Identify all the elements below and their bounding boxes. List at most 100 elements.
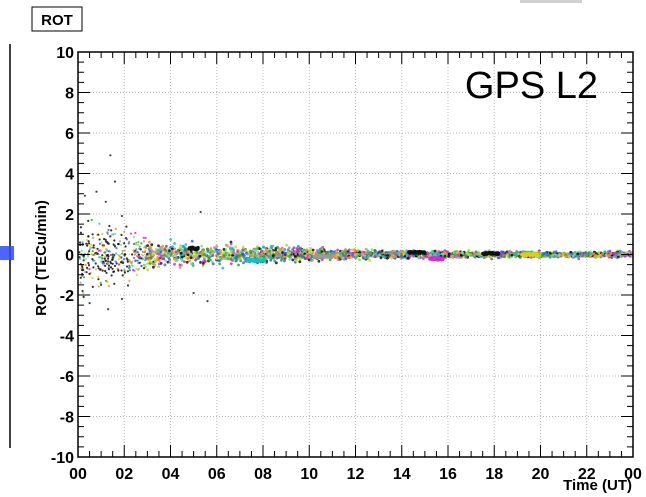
data-point <box>150 249 154 253</box>
data-point <box>135 273 138 276</box>
x-tick-label: 00 <box>69 466 87 483</box>
data-point <box>215 245 219 248</box>
data-point <box>617 255 620 259</box>
data-point <box>314 251 318 255</box>
data-point <box>97 285 100 288</box>
data-point <box>116 267 119 270</box>
data-point <box>603 250 607 254</box>
data-point <box>268 247 271 251</box>
data-point <box>81 269 84 272</box>
data-point <box>436 258 440 262</box>
data-point <box>548 251 552 255</box>
data-point <box>208 258 211 261</box>
data-point <box>253 249 257 253</box>
data-point <box>136 259 139 262</box>
data-point <box>87 242 91 245</box>
data-point <box>490 257 493 261</box>
data-point <box>144 249 147 252</box>
data-point <box>181 253 185 257</box>
data-point <box>152 265 155 269</box>
data-point <box>362 250 366 254</box>
y-tick-label: 10 <box>56 45 74 62</box>
data-point <box>579 252 582 256</box>
outlier-point <box>192 291 195 295</box>
left-panel-clip <box>0 452 10 497</box>
data-point <box>180 258 184 261</box>
data-point <box>496 252 501 256</box>
data-point <box>201 249 205 253</box>
data-point <box>115 262 118 265</box>
data-point <box>336 248 340 252</box>
data-point <box>101 232 104 236</box>
data-point <box>321 245 324 249</box>
data-point <box>483 255 487 259</box>
data-point <box>127 267 130 270</box>
data-point <box>422 257 425 260</box>
data-point <box>330 255 334 259</box>
data-point <box>198 255 202 258</box>
data-point <box>298 252 302 255</box>
data-point <box>253 247 257 251</box>
data-point <box>190 262 193 266</box>
data-point <box>164 250 168 254</box>
x-axis-title: Time (UT) <box>563 477 632 494</box>
data-point <box>156 258 160 262</box>
data-point <box>222 248 226 251</box>
data-point <box>80 249 83 252</box>
data-point <box>146 244 150 248</box>
data-point <box>157 265 161 269</box>
data-point <box>171 251 175 255</box>
data-point <box>283 255 286 259</box>
data-point <box>584 251 588 255</box>
data-point <box>390 256 394 260</box>
data-point <box>215 249 219 253</box>
data-point <box>217 252 220 255</box>
data-point <box>478 254 481 258</box>
data-point <box>128 269 131 272</box>
data-point <box>594 254 598 257</box>
data-point <box>429 253 432 257</box>
data-point <box>347 251 350 255</box>
data-point <box>370 248 374 252</box>
data-point <box>354 256 357 259</box>
data-point <box>513 255 517 259</box>
data-point <box>447 252 451 256</box>
data-point <box>210 260 214 264</box>
outlier-point <box>206 300 209 303</box>
data-point <box>291 258 295 262</box>
data-point <box>203 253 206 256</box>
data-point <box>279 258 283 262</box>
data-point <box>99 249 102 252</box>
data-point <box>114 227 117 230</box>
data-point <box>555 254 559 258</box>
data-point <box>82 291 85 294</box>
data-point <box>94 262 97 265</box>
data-point <box>541 253 545 257</box>
data-point <box>107 268 110 271</box>
data-point <box>97 267 100 270</box>
data-point <box>110 274 113 277</box>
x-tick-label: 04 <box>162 466 180 483</box>
data-point <box>165 255 169 258</box>
gps-l2-annotation: GPS L2 <box>465 65 598 107</box>
data-point <box>170 247 174 251</box>
data-point <box>224 243 228 247</box>
data-point <box>121 274 124 277</box>
data-point <box>134 231 137 235</box>
data-point <box>287 246 291 250</box>
data-point <box>424 254 428 258</box>
data-point <box>339 253 343 257</box>
data-point <box>106 261 109 264</box>
data-point <box>169 238 173 241</box>
data-point <box>199 261 202 264</box>
data-point <box>128 264 131 267</box>
data-point <box>91 254 94 257</box>
data-point <box>306 256 309 260</box>
data-point <box>101 262 104 265</box>
data-point <box>121 261 124 264</box>
data-point <box>296 256 300 260</box>
data-point <box>185 260 189 264</box>
data-point <box>113 245 117 248</box>
data-point <box>97 249 100 252</box>
data-point <box>373 250 377 253</box>
